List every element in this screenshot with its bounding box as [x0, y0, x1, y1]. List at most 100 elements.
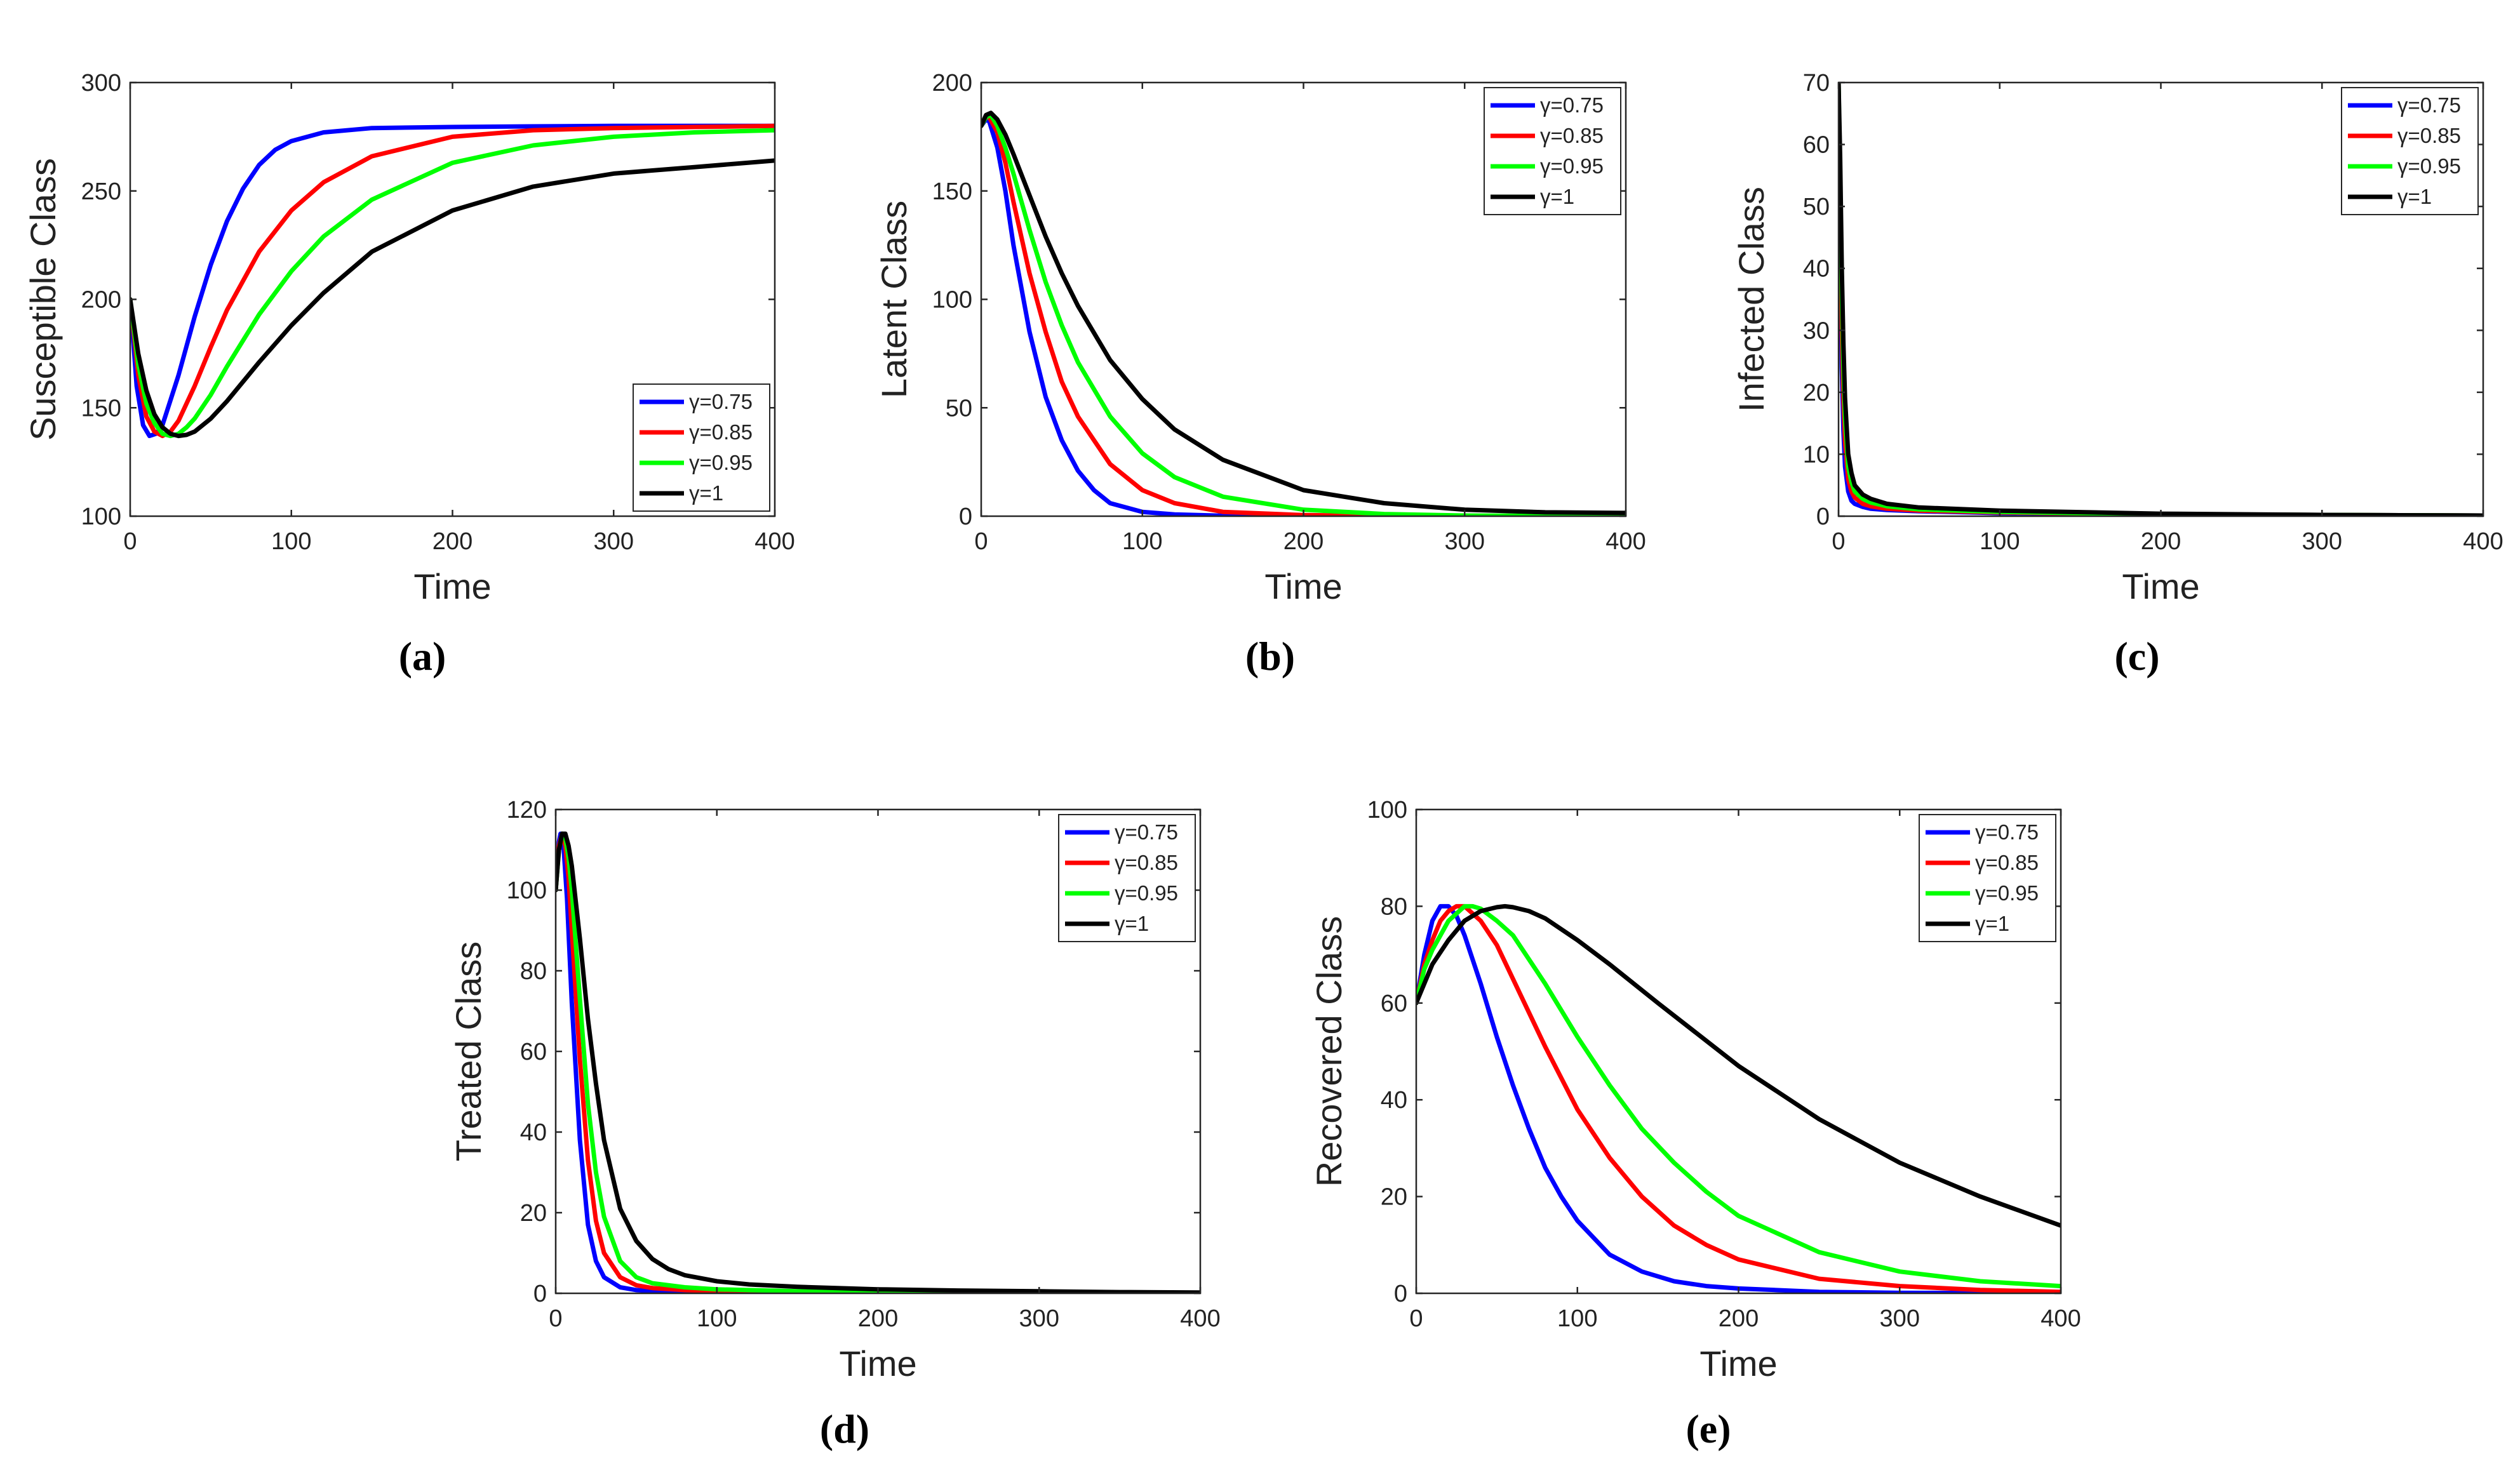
x-tick-label: 200 — [432, 528, 473, 555]
panel-caption: (b) — [1245, 634, 1295, 679]
y-tick-label: 150 — [932, 178, 972, 205]
series-line-4 — [981, 110, 1626, 516]
x-tick-label: 200 — [1283, 528, 1324, 555]
y-tick-label: 100 — [1367, 797, 1407, 823]
legend-entry: γ=0.95 — [1975, 881, 2039, 905]
x-axis-label: Time — [2122, 566, 2199, 606]
y-tick-label: 150 — [81, 395, 121, 422]
legend-entry: γ=0.85 — [689, 420, 753, 444]
legend-box — [1484, 87, 1621, 215]
x-tick-label: 300 — [1880, 1305, 1920, 1332]
y-tick-label: 200 — [81, 287, 121, 314]
y-tick-label: 100 — [932, 287, 972, 314]
y-tick-label: 250 — [81, 178, 121, 205]
legend-entry: γ=0.95 — [689, 451, 753, 474]
panel-caption: (e) — [1686, 1406, 1731, 1451]
x-tick-label: 200 — [2141, 528, 2181, 555]
legend-box — [2341, 87, 2479, 215]
series-line-2 — [130, 123, 775, 439]
x-tick-label: 0 — [974, 528, 988, 555]
panel-caption: (d) — [820, 1406, 869, 1451]
y-tick-label: 40 — [1803, 256, 1830, 283]
series-group — [1416, 903, 2061, 1293]
y-axis-label: Treated Class — [448, 942, 488, 1162]
series-line-4 — [130, 158, 775, 439]
y-axis-label: Latent Class — [874, 201, 914, 398]
series-line-3 — [1416, 903, 2061, 1289]
y-tick-label: 30 — [1803, 317, 1830, 344]
x-tick-label: 200 — [1719, 1305, 1759, 1332]
y-tick-label: 80 — [1381, 893, 1407, 920]
panel-caption: (a) — [399, 634, 446, 679]
y-tick-label: 120 — [507, 797, 547, 823]
legend-entry: γ=0.75 — [2397, 93, 2461, 117]
x-tick-label: 100 — [1122, 528, 1162, 555]
x-tick-label: 0 — [123, 528, 137, 555]
legend-entry: γ=1 — [1540, 185, 1574, 208]
y-tick-label: 40 — [520, 1119, 547, 1146]
legend-entry: γ=0.85 — [1115, 851, 1178, 874]
x-axis-label: Time — [413, 566, 491, 606]
y-axis-label: Susceptible Class — [23, 158, 63, 441]
x-tick-label: 0 — [1409, 1305, 1423, 1332]
x-axis-label: Time — [1264, 566, 1342, 606]
legend-entry: γ=0.75 — [1975, 820, 2039, 844]
panel-e: 0 100 200 300 400 0 20 40 60 80 100 Time Recovered C… — [1309, 797, 2081, 1451]
x-axis-label: Time — [839, 1343, 916, 1383]
panel-d: 0 100 200 300 400 0 20 40 60 80 100 120 Time Treated … — [448, 797, 1221, 1451]
x-tick-label: 0 — [549, 1305, 562, 1332]
y-tick-label: 0 — [533, 1281, 547, 1307]
legend-entry: γ=0.95 — [1115, 881, 1178, 905]
y-axis-label: Recovered Class — [1309, 916, 1349, 1187]
y-axis-label: Infected Class — [1731, 187, 1771, 412]
legend-entry: γ=0.85 — [2397, 124, 2461, 147]
x-tick-label: 100 — [1557, 1305, 1597, 1332]
legend-entry: γ=1 — [689, 481, 723, 505]
x-tick-label: 300 — [594, 528, 634, 555]
legend-entry: γ=0.95 — [2397, 154, 2461, 178]
y-tick-label: 60 — [520, 1039, 547, 1065]
series-line-1 — [1416, 903, 2061, 1293]
panel-b: 0 100 200 300 400 0 50 100 150 200 Time Latent Clas… — [874, 70, 1646, 679]
legend-entry: γ=0.75 — [1540, 93, 1604, 117]
y-tick-label: 60 — [1803, 132, 1830, 159]
legend-entry: γ=0.75 — [1115, 820, 1178, 844]
x-tick-label: 100 — [697, 1305, 737, 1332]
x-tick-label: 400 — [2463, 528, 2503, 555]
series-line-4 — [556, 831, 1200, 1293]
legend-entry: γ=1 — [1975, 912, 2009, 935]
y-tick-label: 20 — [1803, 380, 1830, 406]
y-tick-label: 60 — [1381, 990, 1407, 1017]
legend-box — [1919, 814, 2056, 942]
x-tick-label: 400 — [1180, 1305, 1220, 1332]
y-tick-label: 80 — [520, 958, 547, 985]
y-tick-label: 50 — [1803, 194, 1830, 220]
panel-caption: (c) — [2114, 634, 2159, 679]
x-tick-label: 400 — [1605, 528, 1645, 555]
series-line-4 — [1416, 903, 2061, 1228]
legend-box — [1058, 814, 1196, 942]
x-tick-label: 100 — [271, 528, 311, 555]
series-line-2 — [1416, 903, 2061, 1293]
legend-entry: γ=1 — [1115, 912, 1149, 935]
series-group — [981, 110, 1626, 516]
y-tick-label: 0 — [1816, 503, 1830, 530]
legend: γ=0.75 γ=0.85 γ=0.95 γ=1 — [1058, 814, 1196, 942]
y-tick-label: 200 — [932, 70, 972, 97]
series-line-4 — [1839, 83, 2483, 516]
x-tick-label: 300 — [2302, 528, 2342, 555]
legend-entry: γ=0.85 — [1975, 851, 2039, 874]
legend-entry: γ=0.85 — [1540, 124, 1604, 147]
y-tick-label: 10 — [1803, 441, 1830, 468]
y-tick-label: 300 — [81, 70, 121, 97]
panel-a: 0 100 200 300 400100150200250300TimeSuscepti… — [23, 70, 795, 679]
y-tick-label: 20 — [520, 1200, 547, 1227]
x-axis-label: Time — [1699, 1343, 1777, 1383]
y-tick-label: 50 — [946, 395, 972, 422]
series-line-3 — [130, 128, 775, 439]
y-tick-label: 100 — [81, 503, 121, 530]
x-tick-label: 400 — [754, 528, 794, 555]
legend: γ=0.75 γ=0.85 γ=0.95 γ=1 — [1919, 814, 2056, 942]
legend-box — [633, 383, 770, 512]
